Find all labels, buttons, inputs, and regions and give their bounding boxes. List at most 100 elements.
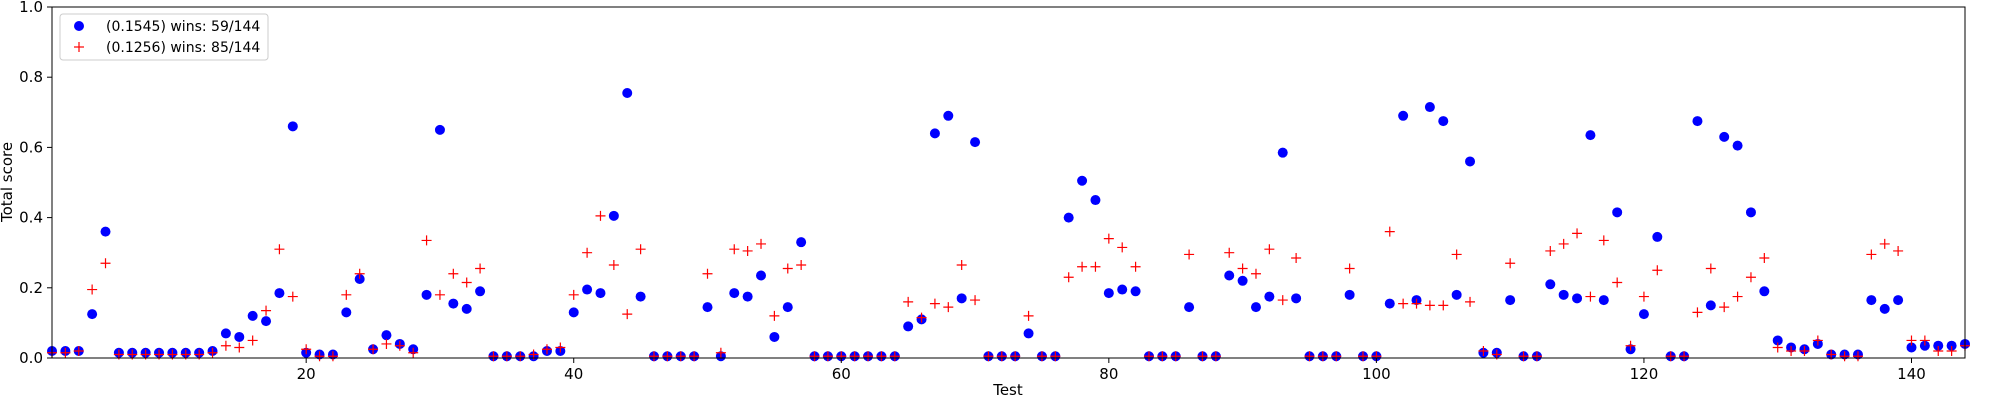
legend-marker-series-2 <box>74 42 84 52</box>
series-1-point <box>1277 147 1288 158</box>
series-2-point <box>916 312 927 323</box>
series-2-point <box>608 259 619 270</box>
series-1-point <box>1759 286 1770 297</box>
data-marks <box>47 87 1970 362</box>
series-1-point <box>1919 340 1930 351</box>
series-1-point <box>943 110 954 121</box>
series-1-point <box>234 331 245 342</box>
y-tick-label: 0.8 <box>19 68 43 86</box>
series-2-point <box>1745 272 1756 283</box>
series-2-point <box>582 247 593 258</box>
series-2-point <box>1210 351 1221 362</box>
series-2-point <box>1424 300 1435 311</box>
series-2-point <box>1759 252 1770 263</box>
series-2-point <box>715 347 726 358</box>
series-1-point <box>461 303 472 314</box>
series-2-point <box>903 296 914 307</box>
series-2-point <box>1585 291 1596 302</box>
series-2-point <box>261 305 272 316</box>
series-2-point <box>354 268 365 279</box>
series-1-point <box>796 237 807 248</box>
series-2-point <box>1465 296 1476 307</box>
series-2-point <box>1331 351 1342 362</box>
series-2-point <box>207 347 218 358</box>
series-1-point <box>1465 156 1476 167</box>
y-axis: 0.0 0.2 0.4 0.6 0.8 1.0 <box>19 0 52 367</box>
series-1-point <box>1344 289 1355 300</box>
series-1-point <box>1237 275 1248 286</box>
series-1-point <box>1638 309 1649 320</box>
series-2-point <box>1344 263 1355 274</box>
series-2-point <box>822 351 833 362</box>
x-tick-label: 120 <box>1630 365 1659 383</box>
series-2-point <box>1839 351 1850 362</box>
series-1-point <box>1772 335 1783 346</box>
series-2-point <box>1946 345 1957 356</box>
series-1-point <box>100 226 111 237</box>
series-1-point <box>1063 212 1074 223</box>
series-2-point <box>341 289 352 300</box>
series-1-point <box>608 210 619 221</box>
series-2-point <box>488 351 499 362</box>
series-1-point <box>1398 110 1409 121</box>
y-tick-label: 0.0 <box>19 349 43 367</box>
series-1-point <box>956 293 967 304</box>
series-2-point <box>1679 351 1690 362</box>
series-2-point <box>1451 249 1462 260</box>
series-2-point <box>475 263 486 274</box>
series-2-point <box>1558 238 1569 249</box>
series-1-point <box>1545 279 1556 290</box>
series-2-point <box>1264 244 1275 255</box>
series-2-point <box>1050 351 1061 362</box>
x-axis: 20 40 60 80 100 120 140 <box>297 358 1926 383</box>
series-2-point <box>301 344 312 355</box>
series-2-point <box>863 351 874 362</box>
series-1-point <box>756 270 767 281</box>
series-2-point <box>1933 345 1944 356</box>
series-1-point <box>635 291 646 302</box>
series-1-point <box>1438 116 1449 127</box>
series-2-point <box>1866 249 1877 260</box>
series-2-point <box>1638 291 1649 302</box>
series-2-point <box>501 351 512 362</box>
series-2-point <box>970 295 981 306</box>
legend-marker-series-1 <box>74 21 84 31</box>
series-2-point <box>1545 245 1556 256</box>
series-2-point <box>1852 351 1863 362</box>
series-2-point <box>515 351 526 362</box>
series-2-point <box>1317 351 1328 362</box>
series-2-point <box>394 340 405 351</box>
series-1-point <box>568 307 579 318</box>
series-1-point <box>1572 293 1583 304</box>
series-2-point <box>1277 295 1288 306</box>
series-2-point <box>1384 226 1395 237</box>
series-2-point <box>1090 261 1101 272</box>
series-2-point <box>622 309 633 320</box>
series-2-point <box>929 298 940 309</box>
series-1-point <box>87 309 98 320</box>
series-2-point <box>1250 268 1261 279</box>
y-tick-label: 1.0 <box>19 0 43 16</box>
series-2-point <box>220 340 231 351</box>
series-1-point <box>1090 195 1101 206</box>
series-1-point <box>1451 289 1462 300</box>
x-tick-label: 60 <box>832 365 851 383</box>
series-2-point <box>1665 351 1676 362</box>
y-tick-label: 0.4 <box>19 209 43 227</box>
series-2-point <box>782 263 793 274</box>
series-2-point <box>408 347 419 358</box>
series-2-point <box>1572 228 1583 239</box>
series-2-point <box>956 259 967 270</box>
series-2-point <box>1531 351 1542 362</box>
series-2-point <box>796 259 807 270</box>
x-axis-label: Test <box>992 381 1023 399</box>
series-2-point <box>1117 242 1128 253</box>
series-2-point <box>595 210 606 221</box>
series-2-point <box>87 284 98 295</box>
y-tick-label: 0.2 <box>19 279 43 297</box>
series-1-point <box>1893 295 1904 306</box>
series-2-point <box>1291 252 1302 263</box>
series-2-point <box>1103 233 1114 244</box>
series-2-point <box>849 351 860 362</box>
series-2-point <box>1893 245 1904 256</box>
